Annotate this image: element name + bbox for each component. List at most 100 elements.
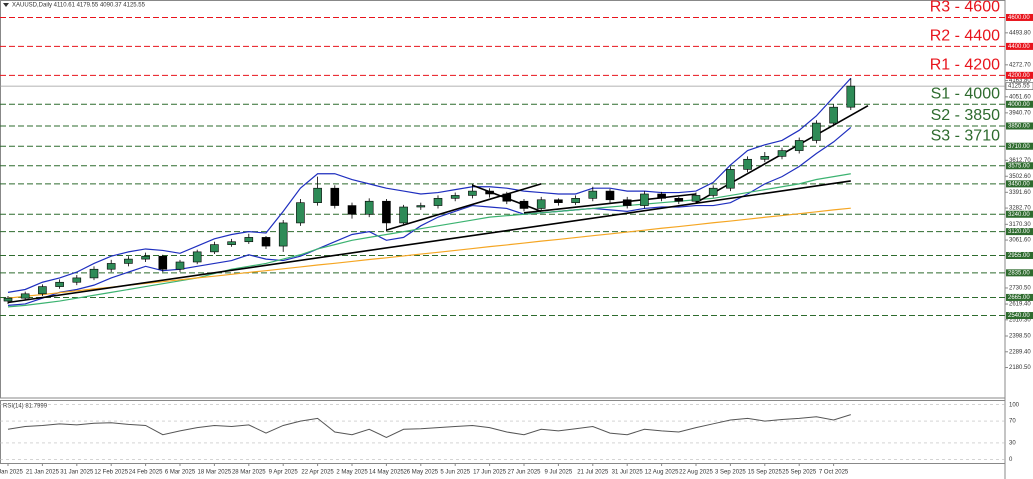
level-box bbox=[1006, 180, 1033, 188]
trendline bbox=[7, 180, 851, 304]
current-price-box bbox=[1005, 82, 1033, 90]
level-box bbox=[1006, 251, 1033, 259]
candle-body bbox=[829, 106, 838, 124]
candle-body bbox=[450, 195, 460, 199]
candle-body bbox=[777, 150, 787, 157]
level-text: S3 - 3710 bbox=[931, 127, 1000, 144]
x-tick-label: 18 Mar 2025 bbox=[198, 470, 232, 476]
rsi-line bbox=[7, 414, 851, 439]
x-tick-label: 21 Jul 2025 bbox=[577, 470, 609, 476]
level-box bbox=[1006, 162, 1033, 170]
candle-body bbox=[794, 140, 804, 151]
candle-body bbox=[296, 202, 305, 224]
rsi-tick-label: 30 bbox=[1009, 440, 1016, 446]
candle-body bbox=[175, 261, 185, 270]
level-box bbox=[1006, 142, 1033, 150]
candle-body bbox=[158, 255, 168, 270]
level-box bbox=[1006, 71, 1033, 79]
candle-body bbox=[227, 241, 236, 245]
level-text: S2 - 3850 bbox=[931, 107, 1000, 124]
level-text: R3 - 4600 bbox=[930, 0, 1000, 16]
menu-icon bbox=[3, 3, 9, 7]
x-tick-label: 22 Aug 2025 bbox=[679, 470, 713, 476]
rsi-tick-label: 0 bbox=[1009, 457, 1013, 463]
candle-body bbox=[708, 187, 718, 196]
overlay-line bbox=[7, 173, 851, 308]
x-tick-label: 14 May 2025 bbox=[369, 470, 404, 476]
candle-body bbox=[502, 193, 512, 202]
candle-body bbox=[519, 200, 529, 209]
candle-body bbox=[588, 190, 598, 199]
x-tick-label: 17 Jun 2025 bbox=[473, 470, 507, 476]
candle-body bbox=[726, 169, 735, 189]
level-box bbox=[1006, 269, 1033, 277]
candle-body bbox=[141, 255, 150, 260]
candle-body bbox=[38, 286, 47, 295]
y-tick-label: 3391.60 bbox=[1009, 190, 1031, 196]
x-tick-label: 24 Feb 2025 bbox=[129, 470, 163, 476]
level-box bbox=[1006, 228, 1033, 236]
candle-body bbox=[605, 190, 615, 201]
candle-body bbox=[313, 187, 322, 203]
candle-body bbox=[244, 237, 254, 243]
candle-body bbox=[416, 205, 426, 208]
y-tick-label: 2180.50 bbox=[1009, 365, 1031, 371]
candle-body bbox=[691, 195, 701, 202]
level-value-label: 3710.00 bbox=[1008, 144, 1030, 150]
x-tick-label: 22 Apr 2025 bbox=[301, 470, 334, 476]
level-value-label: 4200.00 bbox=[1008, 73, 1030, 79]
level-value-label: 3850.00 bbox=[1008, 124, 1030, 130]
candle-body bbox=[192, 251, 202, 263]
y-tick-label: 2510.30 bbox=[1009, 317, 1031, 323]
level-box bbox=[1006, 312, 1033, 320]
candle-body bbox=[55, 281, 64, 287]
overlay-line bbox=[7, 126, 852, 306]
current-price-label: 4125.55 bbox=[1008, 84, 1030, 90]
level-text: R1 - 4200 bbox=[930, 57, 1000, 74]
y-tick-label: 3612.70 bbox=[1009, 158, 1031, 164]
candle-body bbox=[760, 156, 770, 160]
level-value-label: 2955.00 bbox=[1008, 253, 1030, 259]
level-value-label: 3240.00 bbox=[1008, 212, 1030, 218]
y-tick-label: 3502.60 bbox=[1009, 174, 1031, 180]
candle-body bbox=[536, 199, 546, 209]
x-tick-label: 31 Jan 2025 bbox=[60, 470, 94, 476]
candle-body bbox=[640, 193, 649, 206]
level-box bbox=[1006, 13, 1033, 21]
candle-body bbox=[364, 200, 374, 215]
level-value-label: 3450.00 bbox=[1008, 181, 1030, 187]
rsi-tick-label: 100 bbox=[1009, 402, 1020, 408]
x-tick-label: 25 Sep 2025 bbox=[782, 470, 817, 476]
candle-body bbox=[571, 198, 580, 203]
x-tick-label: 7 Oct 2025 bbox=[819, 470, 849, 476]
candle-body bbox=[3, 297, 13, 302]
candle-body bbox=[347, 205, 357, 215]
x-tick-label: 9 Jan 2025 bbox=[0, 470, 24, 476]
candle-body bbox=[485, 190, 494, 195]
y-tick-label: 4051.60 bbox=[1009, 94, 1031, 100]
candle-body bbox=[674, 198, 684, 202]
candle-body bbox=[743, 158, 752, 170]
level-value-label: 2540.00 bbox=[1008, 313, 1030, 319]
level-value-label: 2835.00 bbox=[1008, 270, 1030, 276]
x-tick-label: 9 Apr 2025 bbox=[269, 470, 299, 476]
level-value-label: 2665.00 bbox=[1008, 295, 1030, 301]
level-box bbox=[1006, 210, 1033, 218]
x-tick-label: 6 Mar 2025 bbox=[165, 470, 196, 476]
x-tick-label: 15 Sep 2025 bbox=[748, 470, 783, 476]
candle-body bbox=[812, 122, 821, 141]
level-value-label: 4600.00 bbox=[1008, 15, 1030, 21]
x-tick-label: 27 Jun 2025 bbox=[507, 470, 541, 476]
y-tick-label: 4272.70 bbox=[1009, 62, 1031, 68]
y-tick-label: 3940.70 bbox=[1009, 110, 1031, 116]
y-tick-label: 3061.60 bbox=[1009, 238, 1031, 244]
candle-body bbox=[657, 193, 666, 199]
y-tick-label: 4493.80 bbox=[1009, 30, 1031, 36]
x-tick-label: 21 Jan 2025 bbox=[26, 470, 60, 476]
y-tick-label: 3170.30 bbox=[1009, 222, 1031, 228]
y-tick-label: 2398.50 bbox=[1009, 334, 1031, 340]
y-tick-label: 4163.80 bbox=[1009, 78, 1031, 84]
rsi-title: RSI(14) 81.7999 bbox=[3, 404, 48, 410]
x-tick-label: 3 Sep 2025 bbox=[715, 470, 746, 476]
